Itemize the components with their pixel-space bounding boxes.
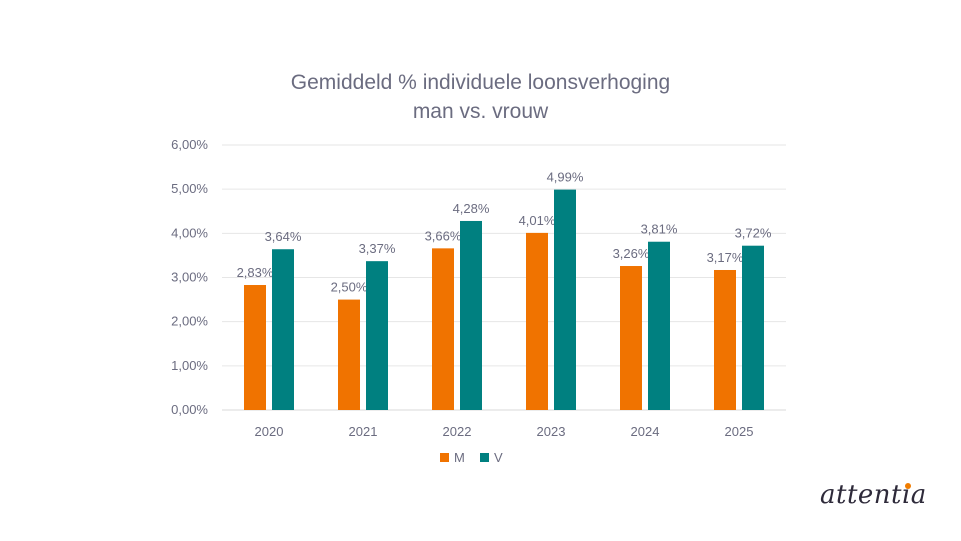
x-tick-label: 2024	[631, 424, 660, 439]
chart-title-line-1: Gemiddeld % individuele loonsverhoging	[290, 71, 671, 94]
data-label: 2,83%	[237, 265, 274, 280]
x-tick-label: 2025	[725, 424, 754, 439]
legend-swatch-v	[480, 453, 489, 462]
y-tick-label: 3,00%	[171, 270, 208, 285]
x-tick-label: 2022	[443, 424, 472, 439]
legend-swatch-m	[440, 453, 449, 462]
y-tick-label: 5,00%	[171, 181, 208, 196]
bar-m-2025	[714, 269, 736, 410]
bar-v-2023	[554, 189, 576, 410]
bar-m-2020	[244, 285, 266, 410]
bar-v-2021	[366, 261, 388, 410]
logo-dot	[905, 483, 911, 489]
data-label: 4,01%	[519, 213, 556, 228]
y-tick-label: 6,00%	[171, 137, 208, 152]
x-tick-label: 2020	[255, 424, 284, 439]
bar-m-2023	[526, 232, 548, 410]
bar-v-2022	[460, 220, 482, 410]
y-tick-label: 2,00%	[171, 314, 208, 329]
data-label: 3,72%	[735, 226, 772, 241]
bar-v-2024	[648, 241, 670, 410]
bar-m-2024	[620, 266, 642, 410]
data-label: 3,81%	[641, 222, 678, 237]
data-label: 2,50%	[331, 280, 368, 295]
chart-title: Gemiddeld % individuele loonsverhoging m…	[0, 68, 961, 126]
y-tick-label: 4,00%	[171, 225, 208, 240]
bar-v-2020	[272, 249, 294, 410]
x-tick-label: 2023	[537, 424, 566, 439]
y-tick-label: 1,00%	[171, 358, 208, 373]
data-label: 3,37%	[359, 241, 396, 256]
legend-label-m: M	[454, 450, 465, 465]
bar-m-2022	[432, 248, 454, 410]
data-label: 3,17%	[707, 250, 744, 265]
attentia-logo: attentia	[820, 480, 930, 520]
data-label: 3,26%	[613, 246, 650, 261]
bar-v-2025	[742, 245, 764, 410]
data-label: 4,28%	[453, 201, 490, 216]
data-label: 4,99%	[547, 170, 584, 185]
x-tick-label: 2021	[349, 424, 378, 439]
chart-title-line-2: man vs. vrouw	[412, 100, 549, 123]
bar-m-2021	[338, 299, 360, 410]
y-tick-label: 0,00%	[171, 402, 208, 417]
data-label: 3,66%	[425, 228, 462, 243]
data-label: 3,64%	[265, 229, 302, 244]
legend-label-v: V	[494, 450, 503, 465]
